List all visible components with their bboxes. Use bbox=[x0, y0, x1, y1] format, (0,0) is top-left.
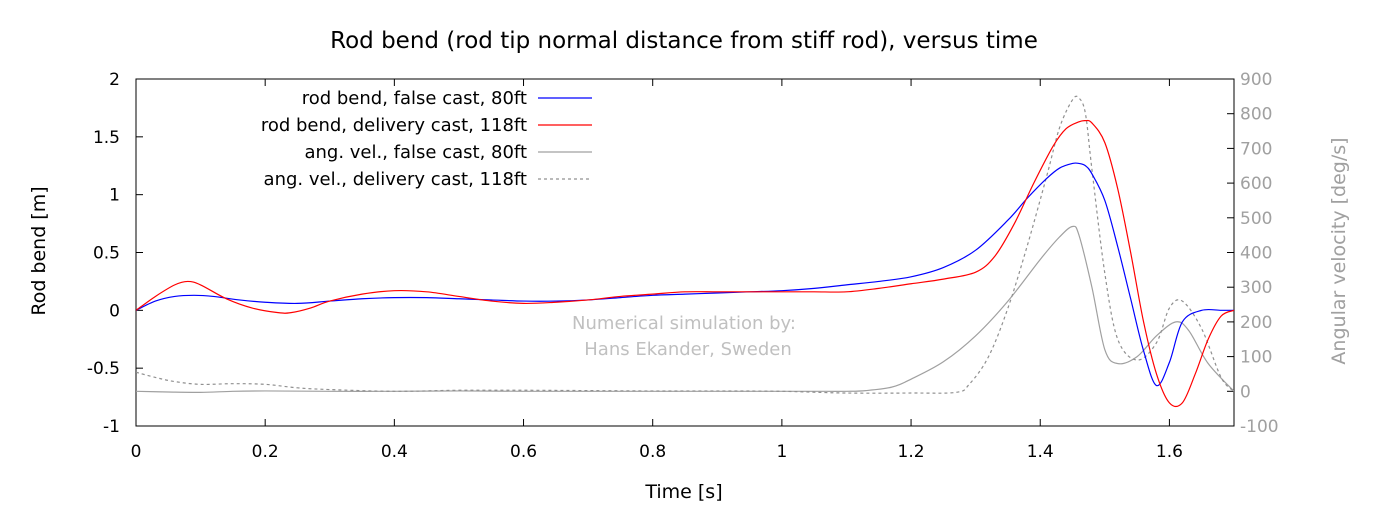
annotation: Numerical simulation by: Hans Ekander, S… bbox=[572, 313, 796, 360]
series-line-2 bbox=[136, 225, 1234, 393]
x-axis-label: Time [s] bbox=[644, 481, 722, 503]
y2-tick-label: 500 bbox=[1240, 209, 1272, 229]
x-tick-label: 0.6 bbox=[510, 442, 537, 462]
x-tick-label: 0.8 bbox=[639, 442, 666, 462]
y2-axis-label: Angular velocity [deg/s] bbox=[1328, 137, 1350, 364]
y-tick-label: 1.5 bbox=[93, 128, 120, 148]
legend: rod bend, false cast, 80ft rod bend, deli… bbox=[261, 88, 592, 190]
y2-tick-label: 800 bbox=[1240, 105, 1272, 125]
legend-label-0: rod bend, false cast, 80ft bbox=[302, 88, 527, 109]
legend-label-1: rod bend, delivery cast, 118ft bbox=[261, 115, 527, 136]
x-tick-label: 1.2 bbox=[898, 442, 925, 462]
y2-tick-label: 900 bbox=[1240, 70, 1272, 90]
y2-tick-label: 0 bbox=[1240, 382, 1251, 402]
y2-tick-label: 700 bbox=[1240, 139, 1272, 159]
y-tick-label: -0.5 bbox=[87, 359, 120, 379]
y-tick-label: 1 bbox=[109, 186, 120, 206]
x-tick-label: 0 bbox=[131, 442, 142, 462]
x-tick-label: 1.6 bbox=[1156, 442, 1183, 462]
y2-tick-label: 400 bbox=[1240, 244, 1272, 264]
chart-title: Rod bend (rod tip normal distance from s… bbox=[330, 28, 1038, 54]
x-tick-label: 1 bbox=[776, 442, 787, 462]
y-tick-label: 0.5 bbox=[93, 244, 120, 264]
legend-label-3: ang. vel., delivery cast, 118ft bbox=[264, 169, 527, 190]
series-line-1 bbox=[136, 119, 1234, 408]
y-tick-label: 2 bbox=[109, 70, 120, 90]
y2-tick-label: 300 bbox=[1240, 278, 1272, 298]
y-axis-label: Rod bend [m] bbox=[28, 186, 50, 315]
y-tick-label: -1 bbox=[103, 417, 120, 437]
legend-label-2: ang. vel., false cast, 80ft bbox=[304, 142, 527, 163]
x-tick-label: 0.2 bbox=[252, 442, 279, 462]
y-tick-label: 0 bbox=[109, 301, 120, 321]
y2-tick-label: 100 bbox=[1240, 348, 1272, 368]
series-line-0 bbox=[136, 162, 1234, 387]
y2-tick-label: 600 bbox=[1240, 174, 1272, 194]
x-tick-label: 1.4 bbox=[1027, 442, 1054, 462]
annotation-line-1: Numerical simulation by: bbox=[572, 313, 796, 334]
annotation-line-2: Hans Ekander, Sweden bbox=[584, 339, 791, 360]
y2-tick-label: -100 bbox=[1240, 417, 1279, 437]
plot-area: 0 0.2 0.4 0.6 0.8 1 1.2 1.4 1.6 -1 -0.5 0 0.5 1 1.5 2 -1… bbox=[87, 70, 1279, 462]
series-line-3 bbox=[136, 95, 1234, 394]
x-tick-label: 0.4 bbox=[381, 442, 408, 462]
y2-tick-label: 200 bbox=[1240, 313, 1272, 333]
